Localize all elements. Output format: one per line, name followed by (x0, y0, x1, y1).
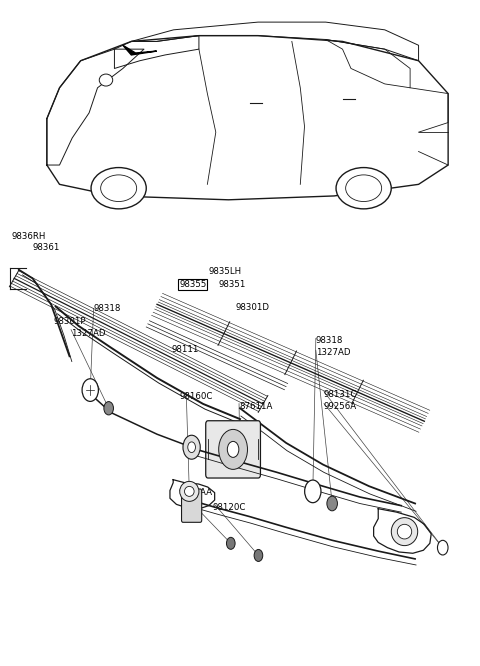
Text: 98301D: 98301D (235, 303, 269, 312)
Ellipse shape (91, 168, 146, 209)
Text: 98351: 98351 (218, 280, 246, 289)
Text: 1327AD: 1327AD (316, 348, 350, 358)
Text: 9836RH: 9836RH (12, 232, 47, 241)
Circle shape (104, 402, 113, 415)
FancyBboxPatch shape (181, 489, 202, 522)
Circle shape (254, 549, 263, 561)
Text: 98355: 98355 (179, 280, 206, 289)
Text: 98120C: 98120C (212, 503, 246, 512)
Circle shape (437, 540, 448, 555)
Circle shape (188, 442, 195, 453)
Text: 1311AA: 1311AA (178, 488, 212, 498)
Circle shape (305, 480, 321, 503)
Ellipse shape (397, 524, 412, 539)
Ellipse shape (184, 486, 194, 496)
FancyBboxPatch shape (206, 421, 261, 478)
Ellipse shape (346, 175, 382, 202)
Text: 98111: 98111 (172, 345, 199, 354)
Circle shape (82, 379, 98, 402)
Text: 98160C: 98160C (180, 392, 214, 401)
Circle shape (227, 537, 235, 549)
Text: 99256A: 99256A (324, 402, 357, 411)
Circle shape (183, 436, 200, 460)
Text: 98318: 98318 (316, 336, 343, 346)
Text: 98361: 98361 (33, 243, 60, 252)
Text: 98301P: 98301P (54, 316, 86, 326)
Circle shape (228, 442, 239, 458)
Text: 98131C: 98131C (324, 390, 358, 399)
Ellipse shape (101, 175, 137, 202)
Ellipse shape (336, 168, 391, 209)
Circle shape (327, 496, 337, 511)
Text: 9835LH: 9835LH (209, 266, 242, 276)
Text: 1327AD: 1327AD (71, 328, 106, 338)
Ellipse shape (180, 482, 199, 501)
Circle shape (219, 430, 248, 470)
Ellipse shape (99, 74, 113, 86)
Text: 98318: 98318 (94, 304, 121, 313)
Text: 87611A: 87611A (239, 402, 273, 411)
Polygon shape (123, 45, 156, 55)
Ellipse shape (391, 517, 418, 545)
